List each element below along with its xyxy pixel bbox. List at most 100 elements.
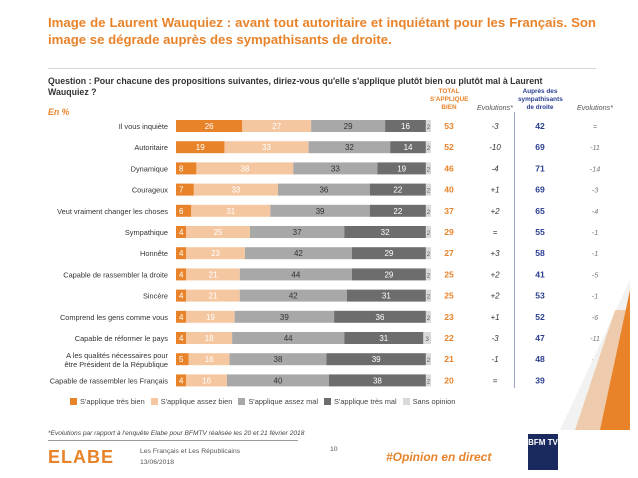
evolution-droite-value: -3 <box>592 186 598 195</box>
bar-value-label: 4 <box>179 228 184 237</box>
bar-segment <box>186 247 245 260</box>
sympathisants-droite-value: 41 <box>535 269 545 279</box>
bar-value-label: 21 <box>209 270 218 279</box>
sympathisants-droite-value: 47 <box>535 333 545 343</box>
sympathisants-droite-value: 58 <box>535 248 545 258</box>
evolution-total-value: +2 <box>490 207 500 216</box>
decorative-triangle-icon <box>560 280 630 430</box>
category-label: Comprend les gens comme vous <box>60 313 168 322</box>
evolution-total-value: = <box>493 228 498 237</box>
legend-swatch <box>70 397 77 405</box>
footnote: *Evolutions par rapport à l'enquête Elab… <box>48 430 305 437</box>
bar-value-label: 21 <box>209 292 218 301</box>
category-label: Sympathique <box>125 228 168 237</box>
bar-segment <box>176 374 187 387</box>
sympathisants-droite-value: 42 <box>535 121 545 131</box>
bar-value-label: 2 <box>427 273 431 279</box>
header-total: TOTAL S'APPLIQUE BIEN <box>430 88 469 111</box>
bar-segment <box>390 141 426 154</box>
source-title: Les Français et Les Républicains <box>140 448 241 455</box>
legend-swatch <box>323 397 331 405</box>
bar-segment <box>385 120 426 132</box>
category-label: Capable de rassembler la droite <box>63 270 168 279</box>
bar-segment <box>311 120 386 132</box>
total-bien-value: 27 <box>444 248 454 258</box>
bar-value-label: 38 <box>373 376 382 385</box>
bar-segment <box>425 141 431 154</box>
evolution-droite-value: -6 <box>592 313 598 322</box>
bar-segment <box>176 247 187 260</box>
total-bien-value: 21 <box>444 354 454 364</box>
sympathisants-droite-value: 69 <box>535 142 545 152</box>
bar-value-label: 2 <box>427 125 431 131</box>
source-date: 13/06/2018 <box>140 459 175 466</box>
bar-segment <box>308 141 391 154</box>
bar-value-label: 3 <box>426 337 430 343</box>
bar-value-label: 31 <box>226 207 235 216</box>
bar-segment <box>186 226 250 238</box>
bar-segment <box>423 332 431 344</box>
legend-item: S'applique très mal <box>323 396 397 406</box>
bar-value-label: 4 <box>179 376 184 385</box>
bar-segment <box>229 353 327 366</box>
bar-segment <box>227 374 329 387</box>
bar-value-label: 14 <box>404 143 413 152</box>
legend-label: S'applique assez mal <box>248 396 318 406</box>
sympathisants-droite-value: 65 <box>535 206 545 216</box>
bar-segment <box>176 162 197 175</box>
category-label: Honnête <box>140 249 168 258</box>
legend-label: S'applique assez bien <box>160 396 233 406</box>
bar-segment <box>176 120 243 132</box>
evolution-droite-value: -14 <box>590 164 600 173</box>
category-label: Veut vraiment changer les choses <box>57 207 168 216</box>
category-label: Il vous inquiète <box>119 122 168 131</box>
bar-value-label: 29 <box>344 122 353 131</box>
bar-segment <box>425 204 431 217</box>
bar-value-label: 16 <box>205 355 214 364</box>
bar-segment <box>369 204 426 217</box>
bar-segment <box>351 268 426 281</box>
bar-value-label: 4 <box>179 249 184 258</box>
evolution-total-value: -3 <box>491 334 499 343</box>
bar-segment <box>176 183 194 196</box>
column-separator <box>514 112 515 388</box>
bar-value-label: 44 <box>284 334 293 343</box>
bar-value-label: 2 <box>427 252 431 258</box>
legend-swatch <box>402 397 410 405</box>
bar-segment <box>239 289 347 302</box>
bar-segment <box>329 374 426 387</box>
bar-segment <box>278 183 370 196</box>
bar-value-label: 44 <box>291 270 300 279</box>
bar-segment <box>369 183 426 196</box>
source-info: Les Français et Les Républicains 13/06/2… <box>140 446 240 468</box>
legend-swatch <box>238 397 246 405</box>
evolution-droite-value: -1 <box>592 228 598 237</box>
bar-segment <box>186 310 235 323</box>
category-label: Sincère <box>143 292 168 301</box>
legend-label: S'applique très mal <box>333 396 397 406</box>
total-bien-value: 40 <box>444 185 454 195</box>
bar-value-label: 40 <box>274 376 283 385</box>
bar-segment <box>193 183 278 196</box>
bar-segment <box>425 353 431 366</box>
bar-value-label: 26 <box>205 122 214 131</box>
total-bien-value: 46 <box>444 163 454 173</box>
evolution-total-value: -4 <box>491 164 499 173</box>
bar-segment <box>224 141 309 154</box>
bar-value-label: 8 <box>179 164 184 173</box>
evolution-droite-value: -1 <box>592 249 598 258</box>
bar-segment <box>249 226 345 238</box>
category-label: Courageux <box>132 186 168 195</box>
category-label: A les qualités nécessaires pour être Prés… <box>64 351 168 369</box>
bar-segment <box>242 120 312 132</box>
bar-value-label: 4 <box>179 270 184 279</box>
evolution-total-value: +1 <box>490 186 499 195</box>
bar-value-label: 32 <box>381 228 390 237</box>
elabe-logo: ELABE <box>48 447 115 467</box>
bar-value-label: 4 <box>179 292 184 301</box>
bar-segment <box>425 268 431 281</box>
total-bien-value: 25 <box>444 291 454 301</box>
sympathisants-droite-value: 69 <box>535 185 545 195</box>
total-bien-value: 22 <box>444 333 454 343</box>
bar-segment <box>188 353 230 366</box>
